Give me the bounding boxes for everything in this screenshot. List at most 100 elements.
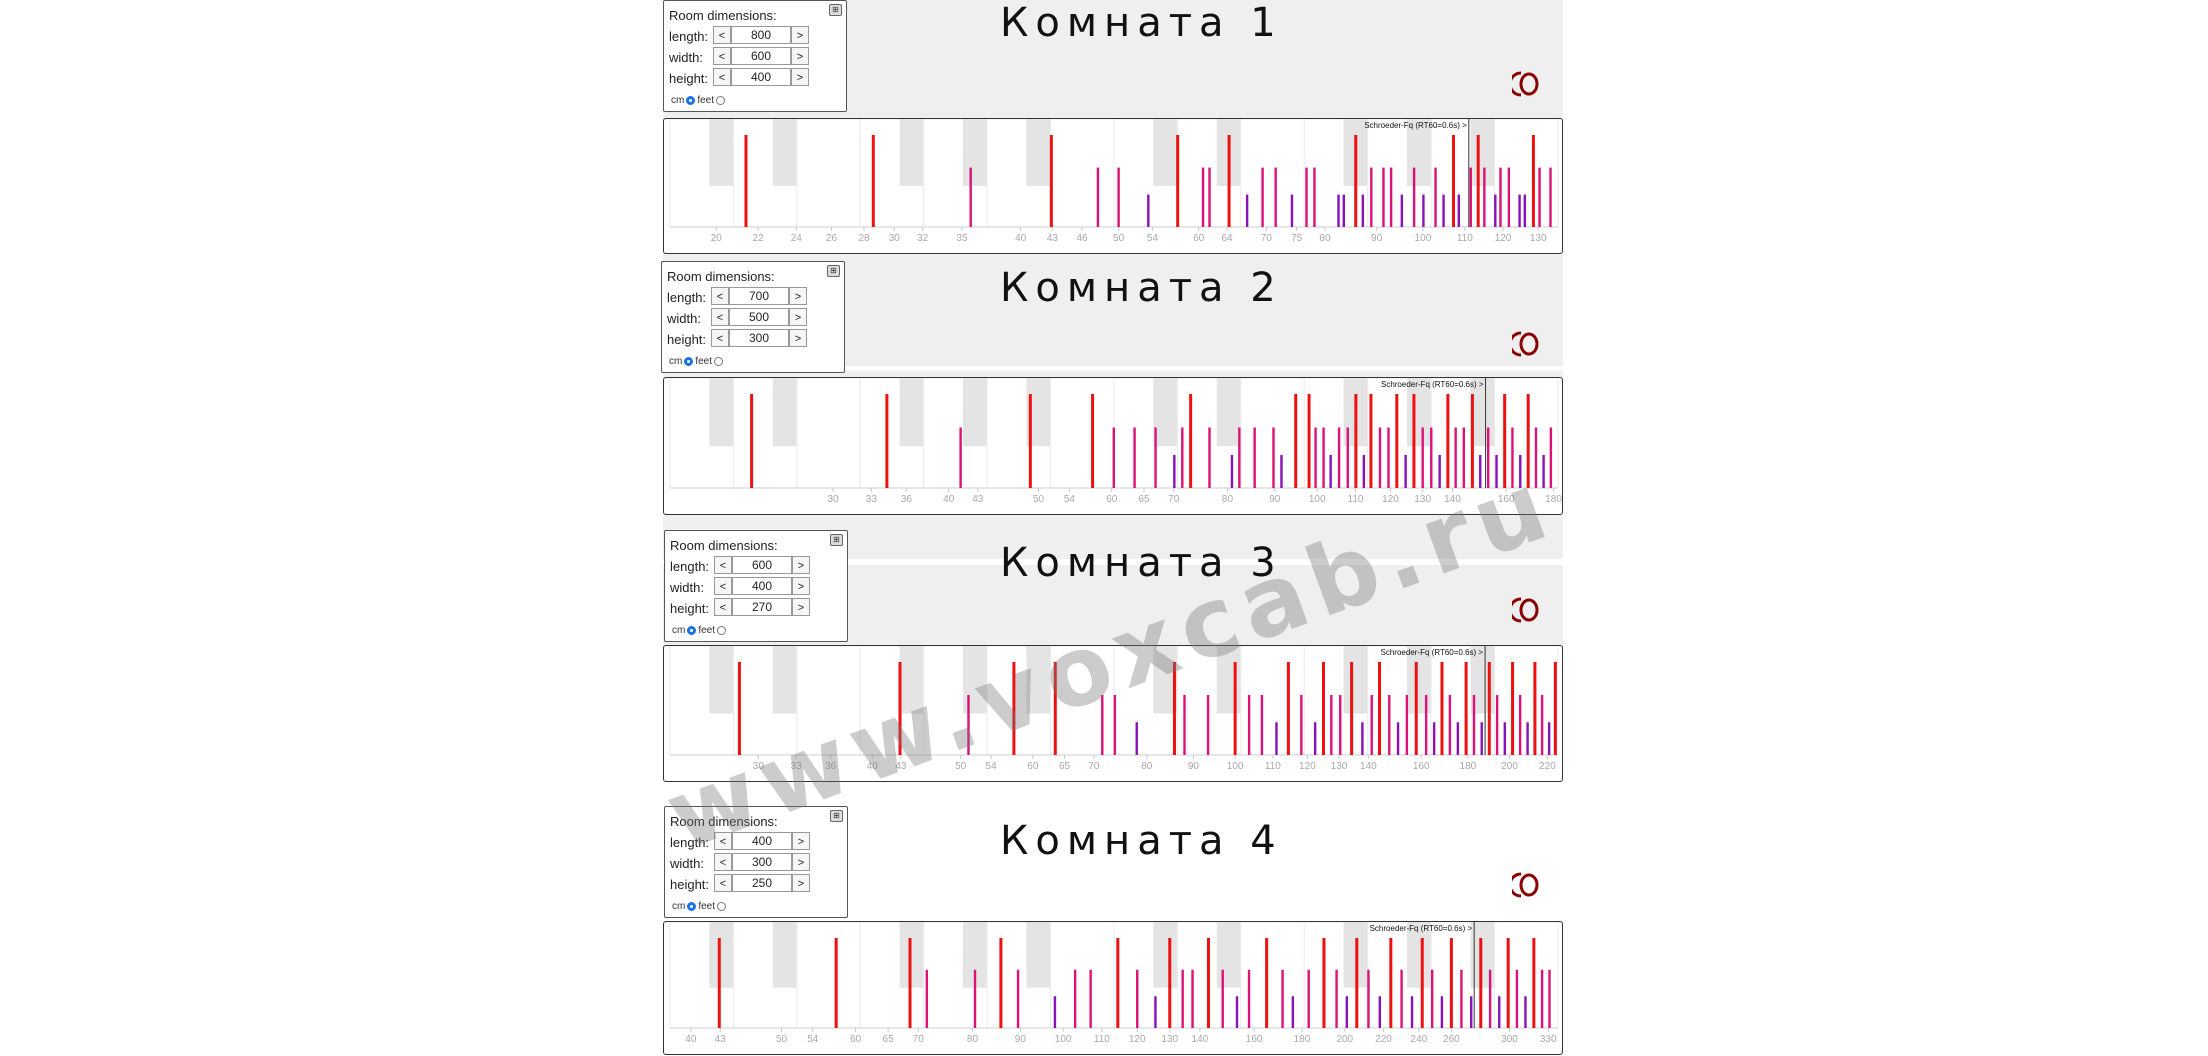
room-modes-graph-2[interactable]: 30 33 36 40 43 50 54 60 65 70 80 90 100 110 120 130 140 1… [663,377,1563,515]
tick-label: 54 [807,1034,819,1045]
room-dimensions-box-1: Room dimensions: ⊞ length: < 800 > width… [663,0,847,112]
width-increase-button[interactable]: > [789,308,807,326]
tick-label: 90 [1188,761,1200,772]
length-input[interactable]: 700 [729,287,789,305]
feet-radio[interactable] [717,626,727,635]
cm-label: cm [672,625,686,636]
tick-label: 180 [1545,494,1562,505]
collapse-icon[interactable]: ⊞ [829,4,842,16]
cm-radio[interactable] [687,902,697,911]
room-dimensions-box-4: Room dimensions: ⊞ length: < 400 > width… [664,806,848,918]
tick-label: 40 [867,761,879,772]
feet-label: feet [695,356,713,367]
width-decrease-button[interactable]: < [713,47,731,65]
tick-label: 260 [1443,1034,1460,1045]
tick-label: 43 [715,1034,727,1045]
height-increase-button[interactable]: > [792,874,810,892]
height-input[interactable]: 270 [732,598,792,616]
height-label: height: [670,601,710,616]
height-decrease-button[interactable]: < [711,329,729,347]
tick-label: 200 [1336,1034,1353,1045]
tick-label: 120 [1382,494,1399,505]
tick-label: 40 [1015,233,1027,244]
width-increase-button[interactable]: > [792,577,810,595]
tick-label: 120 [1299,761,1316,772]
width-decrease-button[interactable]: < [714,853,732,871]
tick-label: 40 [943,494,955,505]
width-decrease-button[interactable]: < [711,308,729,326]
length-increase-button[interactable]: > [792,556,810,574]
length-input[interactable]: 800 [731,26,791,44]
tick-label: 43 [972,494,984,505]
piano-key [1050,922,1115,1029]
tick-label: 80 [1141,761,1153,772]
piano-key [796,922,861,1029]
schroeder-label: Schroeder-Fq (RT60=0.6s) > [1364,121,1467,130]
room-modes-graph-4[interactable]: 40 43 50 54 60 65 70 80 90 100 110 120 130 140 160 180 2… [663,921,1563,1055]
tick-label: 90 [1015,1034,1027,1045]
room-modes-graph-3[interactable]: 30 33 36 40 43 50 54 60 65 70 80 90 100 110 120 130 140 1… [663,645,1563,782]
room-dimensions-box-2: Room dimensions: ⊞ length: < 700 > width… [661,261,845,373]
length-increase-button[interactable]: > [791,26,809,44]
tick-label: 140 [1444,494,1461,505]
collapse-icon[interactable]: ⊞ [830,534,843,546]
width-increase-button[interactable]: > [792,853,810,871]
tick-label: 50 [1033,494,1045,505]
height-increase-button[interactable]: > [789,329,807,347]
tick-label: 160 [1246,1034,1263,1045]
height-decrease-button[interactable]: < [714,874,732,892]
length-increase-button[interactable]: > [792,832,810,850]
collapse-icon[interactable]: ⊞ [830,810,843,822]
tick-label: 110 [1348,494,1364,505]
length-decrease-button[interactable]: < [714,556,732,574]
height-decrease-button[interactable]: < [714,598,732,616]
room-modes-graph-1[interactable]: 20 22 24 26 28 30 32 35 40 43 46 50 54 60 64 70 75 80 90 10… [663,118,1563,254]
cm-label: cm [671,95,685,106]
tick-label: 30 [753,761,765,772]
height-input[interactable]: 400 [731,68,791,86]
schroeder-label: Schroeder-Fq (RT60=0.6s) > [1370,924,1473,933]
length-decrease-button[interactable]: < [714,832,732,850]
collapse-icon[interactable]: ⊞ [827,265,840,277]
height-input[interactable]: 250 [732,874,792,892]
height-input[interactable]: 300 [729,329,789,347]
length-decrease-button[interactable]: < [711,287,729,305]
length-decrease-button[interactable]: < [713,26,731,44]
tick-label: 50 [1113,233,1125,244]
cm-radio[interactable] [686,96,696,105]
width-input[interactable]: 500 [729,308,789,326]
length-increase-button[interactable]: > [789,287,807,305]
length-input[interactable]: 400 [732,832,792,850]
tick-label: 28 [858,233,870,244]
feet-radio[interactable] [717,902,727,911]
width-input[interactable]: 300 [732,853,792,871]
feet-radio[interactable] [714,357,724,366]
tick-label: 220 [1375,1034,1392,1045]
length-input[interactable]: 600 [732,556,792,574]
cm-radio[interactable] [684,357,694,366]
logo-icon [1512,597,1539,623]
graph-canvas: 20 22 24 26 28 30 32 35 40 43 46 50 54 60 64 70 75 80 90 10… [669,119,1559,244]
height-increase-button[interactable]: > [791,68,809,86]
tick-label: 180 [1294,1034,1311,1045]
tick-label: 40 [685,1034,697,1045]
piano-key [1240,119,1305,228]
tick-label: 65 [883,1034,895,1045]
feet-radio[interactable] [716,96,726,105]
piano-key [1050,378,1115,489]
cm-radio[interactable] [687,626,697,635]
width-input[interactable]: 400 [732,577,792,595]
width-decrease-button[interactable]: < [714,577,732,595]
tick-label: 32 [917,233,929,244]
graph-canvas: 30 33 36 40 43 50 54 60 65 70 80 90 100 110 120 130 140 1… [669,378,1562,505]
width-increase-button[interactable]: > [791,47,809,65]
tick-label: 65 [1138,494,1150,505]
height-increase-button[interactable]: > [792,598,810,616]
logo-icon [1512,872,1539,898]
tick-label: 110 [1457,233,1473,244]
feet-label: feet [697,95,715,106]
width-input[interactable]: 600 [731,47,791,65]
height-decrease-button[interactable]: < [713,68,731,86]
length-label: length: [670,835,710,850]
graph-canvas: 30 33 36 40 43 50 54 60 65 70 80 90 100 110 120 130 140 1… [669,646,1559,772]
